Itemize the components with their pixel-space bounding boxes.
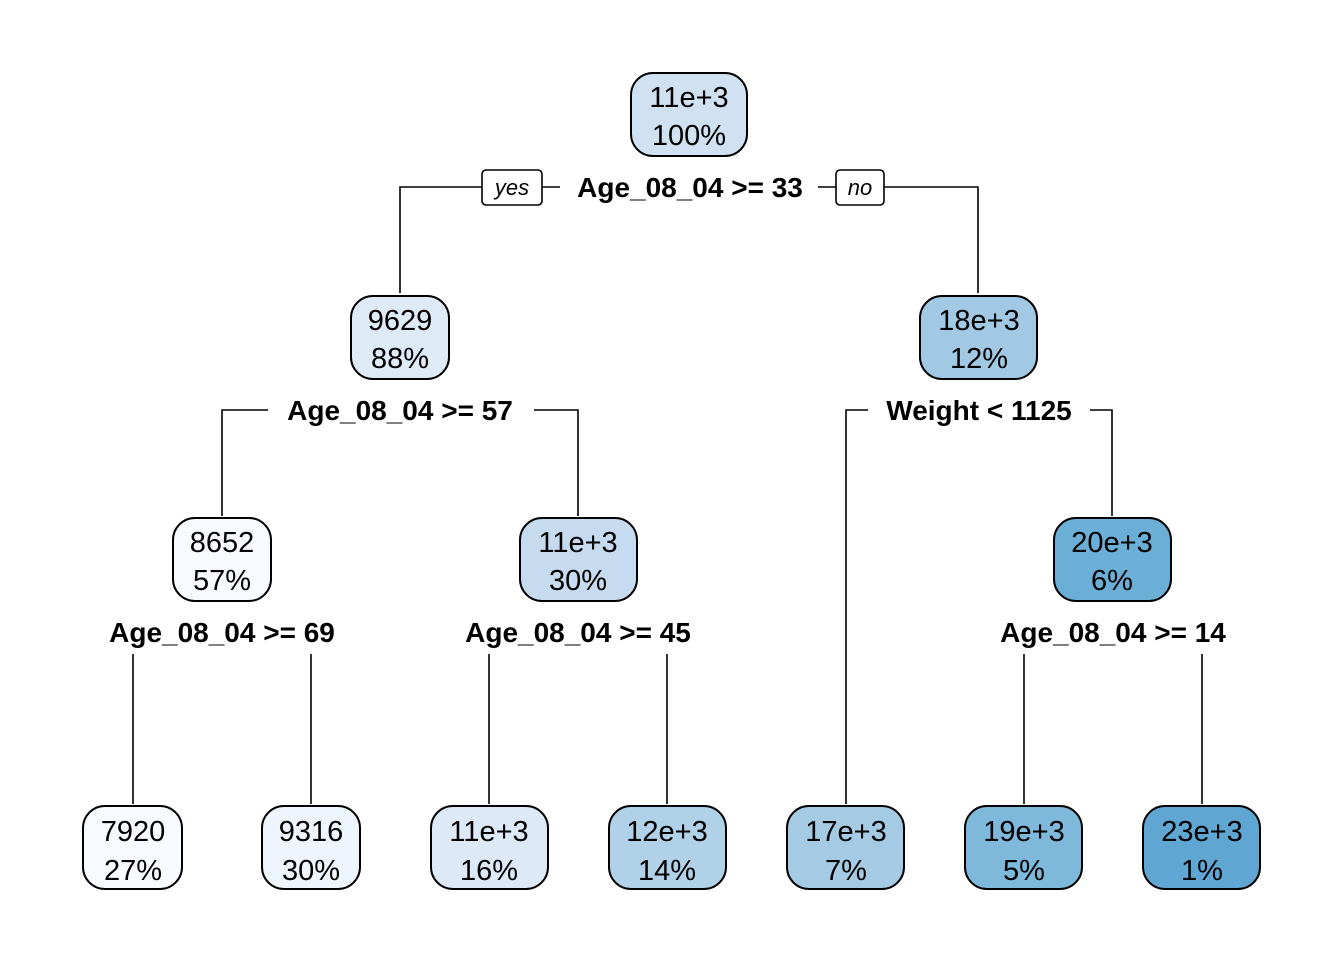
split-ll: Age_08_04 >= 69 (109, 617, 335, 648)
node-ll: 8652 57% (172, 517, 272, 602)
leaf-6-value: 19e+3 (983, 816, 1064, 848)
no-label: no (835, 169, 885, 206)
leaf-4-percent: 14% (638, 855, 696, 887)
node-lr-value: 11e+3 (538, 527, 617, 559)
leaf-7-value: 23e+3 (1161, 816, 1242, 848)
leaf-1: 7920 27% (82, 805, 183, 890)
leaf-7: 23e+3 1% (1142, 805, 1261, 890)
leaf-1-value: 7920 (101, 816, 166, 848)
node-rr-percent: 6% (1091, 565, 1133, 597)
edge-root-left (399, 186, 482, 293)
leaf-2: 9316 30% (261, 805, 361, 890)
yes-label-text: yes (493, 175, 529, 200)
leaf-6-percent: 5% (1003, 855, 1045, 887)
leaf-5: 17e+3 7% (786, 805, 905, 890)
yes-label: yes (481, 169, 543, 206)
split-root: Age_08_04 >= 33 (577, 172, 803, 203)
node-rr: 20e+3 6% (1053, 517, 1172, 602)
node-right: 18e+3 12% (919, 295, 1038, 380)
leaf-6: 19e+3 5% (964, 805, 1083, 890)
node-lr-box (519, 517, 638, 602)
leaf-3-value: 11e+3 (449, 816, 528, 848)
node-rr-value: 20e+3 (1071, 527, 1152, 559)
node-rr-box (1053, 517, 1172, 602)
leaf-5-percent: 7% (825, 855, 867, 887)
split-lr: Age_08_04 >= 45 (465, 617, 691, 648)
node-right-box (919, 295, 1038, 380)
node-ll-percent: 57% (193, 565, 251, 597)
leaf-7-percent: 1% (1181, 855, 1223, 887)
node-lr-percent: 30% (549, 565, 607, 597)
no-label-text: no (848, 175, 872, 200)
node-root: 11e+3 100% (630, 72, 748, 157)
edge-left-lr (534, 409, 579, 516)
node-lr: 11e+3 30% (519, 517, 638, 602)
leaf-7-box (1142, 805, 1261, 890)
split-rr: Age_08_04 >= 14 (1000, 617, 1226, 648)
node-left-percent: 88% (371, 343, 429, 375)
edge-right-leaf5 (845, 409, 868, 804)
tree-edges (132, 186, 1203, 804)
edge-root-right (884, 186, 979, 293)
leaf-1-percent: 27% (104, 855, 162, 887)
leaf-2-percent: 30% (282, 855, 340, 887)
leaf-4-value: 12e+3 (626, 816, 707, 848)
leaf-4: 12e+3 14% (608, 805, 727, 890)
node-ll-value: 8652 (190, 527, 255, 559)
node-root-value: 11e+3 (649, 82, 728, 114)
node-ll-box (172, 517, 272, 602)
leaf-5-value: 17e+3 (805, 816, 886, 848)
leaf-5-box (786, 805, 905, 890)
edge-right-rr (1090, 409, 1113, 516)
leaf-3: 11e+3 16% (430, 805, 549, 890)
node-left-box (350, 295, 450, 380)
leaf-3-box (430, 805, 549, 890)
split-right: Weight < 1125 (886, 395, 1071, 426)
leaf-1-box (82, 805, 183, 890)
leaf-6-box (964, 805, 1083, 890)
node-right-value: 18e+3 (938, 305, 1019, 337)
node-root-percent: 100% (652, 120, 726, 152)
leaf-4-box (608, 805, 727, 890)
edge-left-ll (221, 409, 268, 516)
node-left: 9629 88% (350, 295, 450, 380)
split-left: Age_08_04 >= 57 (287, 395, 513, 426)
node-left-value: 9629 (368, 305, 433, 337)
node-root-box (630, 72, 748, 157)
leaf-2-box (261, 805, 361, 890)
leaf-3-percent: 16% (460, 855, 518, 887)
node-right-percent: 12% (950, 343, 1008, 375)
leaf-2-value: 9316 (279, 816, 344, 848)
